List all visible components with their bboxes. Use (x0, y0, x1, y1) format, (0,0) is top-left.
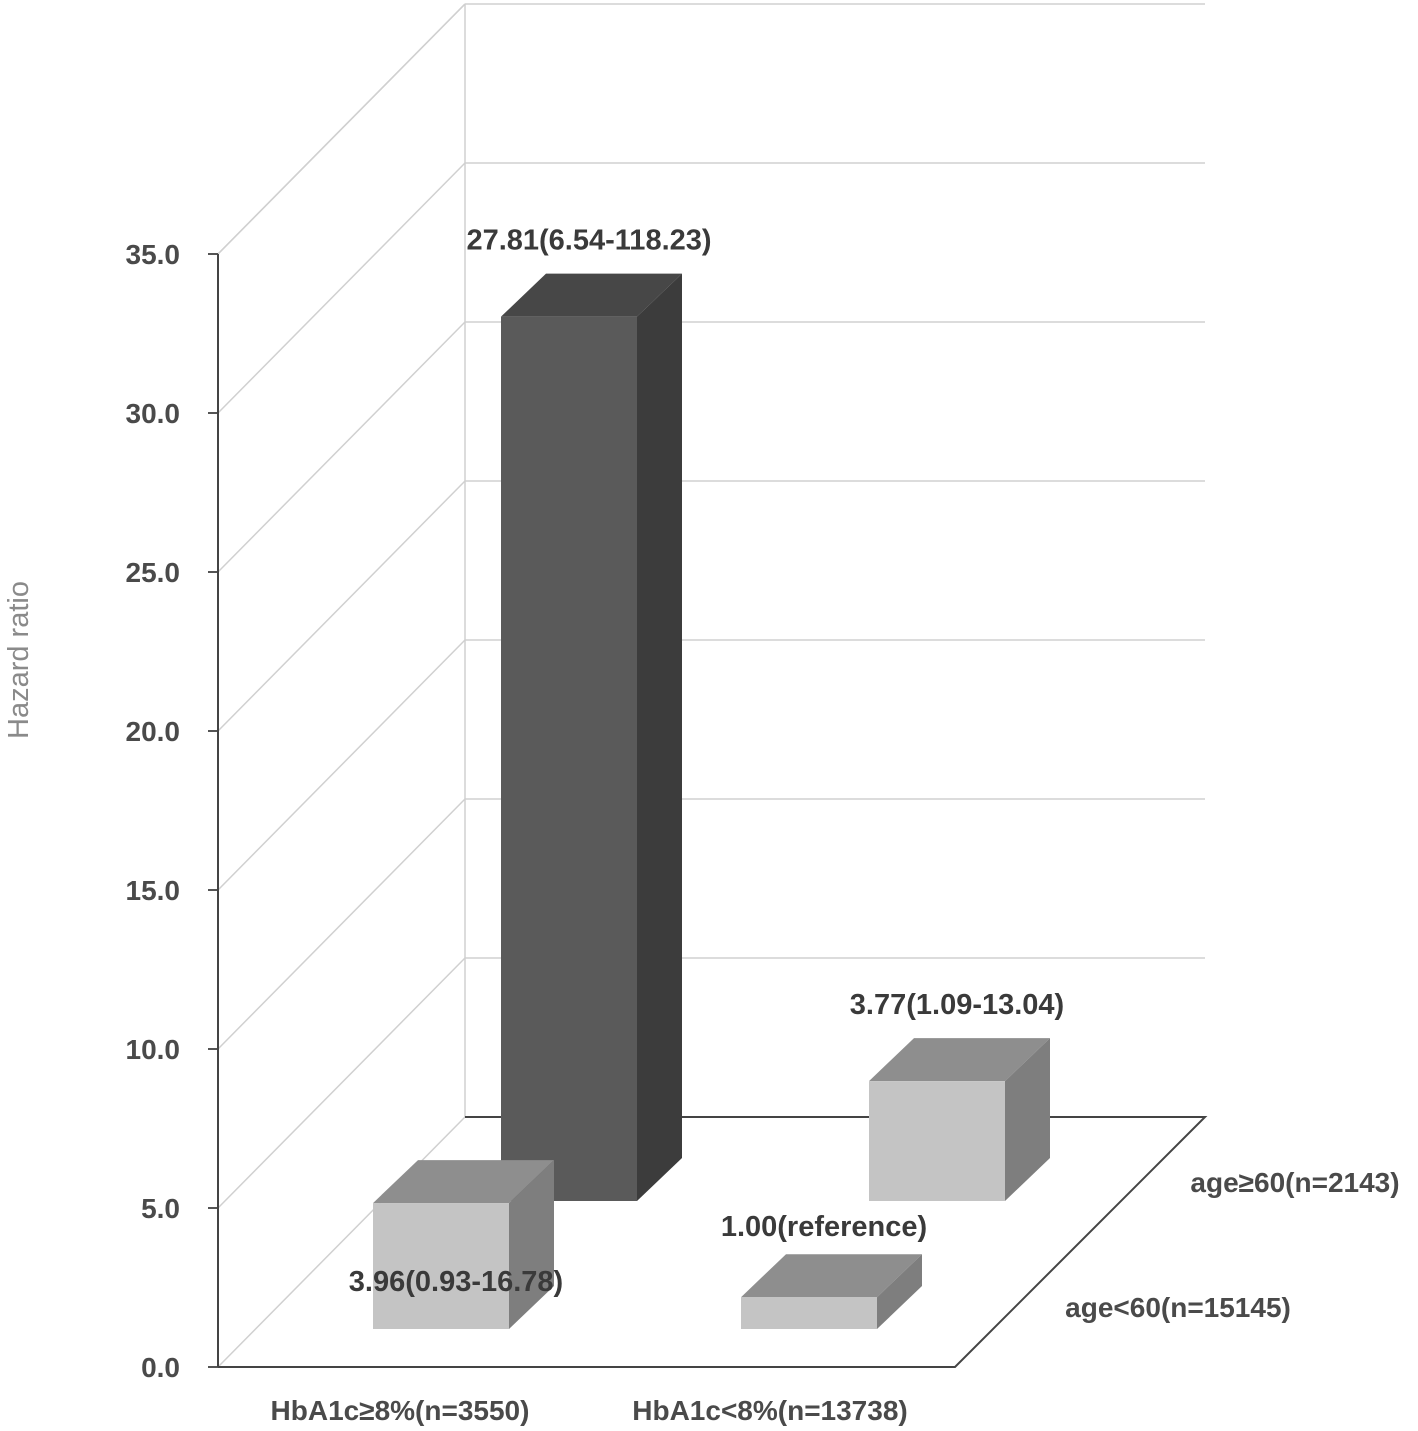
bar (741, 1254, 922, 1329)
bars-layer (373, 273, 1050, 1329)
y-tick-label: 15.0 (126, 875, 181, 906)
grid-layer (217, 3, 1205, 1368)
depth-category-label: age<60(n=15145) (1065, 1292, 1291, 1323)
floor-outline (218, 1116, 1208, 1368)
data-label: 27.81(6.54-118.23) (466, 225, 711, 257)
side-gridline (217, 321, 466, 573)
bar-top (501, 273, 682, 317)
side-gridline (217, 957, 466, 1209)
bar-front (373, 1203, 509, 1329)
bar-front (501, 316, 637, 1202)
data-label: 3.77(1.09-13.04) (850, 989, 1064, 1021)
data-label: 1.00(reference) (721, 1211, 927, 1243)
bar (869, 1038, 1050, 1201)
y-axis-title: Hazard ratio (3, 581, 35, 739)
bar-top (869, 1038, 1050, 1082)
x-category-label: HbA1c≥8%(n=3550) (271, 1395, 530, 1426)
bar-top (373, 1160, 554, 1204)
y-tick-label: 0.0 (141, 1352, 180, 1383)
y-tick-label: 30.0 (126, 398, 181, 429)
side-gridline (217, 3, 466, 255)
depth-category-label: age≥60(n=2143) (1190, 1167, 1399, 1198)
labels-layer: 27.81(6.54-118.23) 3.77(1.09-13.04) 3.96(0… (271, 225, 1400, 1426)
bar-front (869, 1081, 1005, 1201)
y-tick-label: 20.0 (126, 716, 181, 747)
bar-front (741, 1297, 877, 1329)
bar (501, 273, 682, 1202)
side-gridline (217, 480, 466, 732)
y-tick-label: 5.0 (141, 1193, 180, 1224)
side-gridline (217, 639, 466, 891)
bar-side (509, 1160, 554, 1329)
side-gridline (217, 1116, 466, 1368)
bar-side (1005, 1038, 1050, 1201)
y-tick-label: 25.0 (126, 557, 181, 588)
y-tick-label: 10.0 (126, 1034, 181, 1065)
data-label: 3.96(0.93-16.78) (349, 1266, 563, 1298)
y-tick-label: 35.0 (126, 239, 181, 270)
axes-layer: 0.0 5.0 10.0 15.0 20.0 25.0 30.0 35.0 (126, 239, 1208, 1383)
side-gridline (217, 162, 466, 414)
bar-side (637, 273, 682, 1202)
x-category-label: HbA1c<8%(n=13738) (632, 1395, 907, 1426)
bar-top (741, 1254, 922, 1298)
bar (373, 1160, 554, 1329)
side-gridline (217, 798, 466, 1050)
bar-side (877, 1254, 922, 1329)
